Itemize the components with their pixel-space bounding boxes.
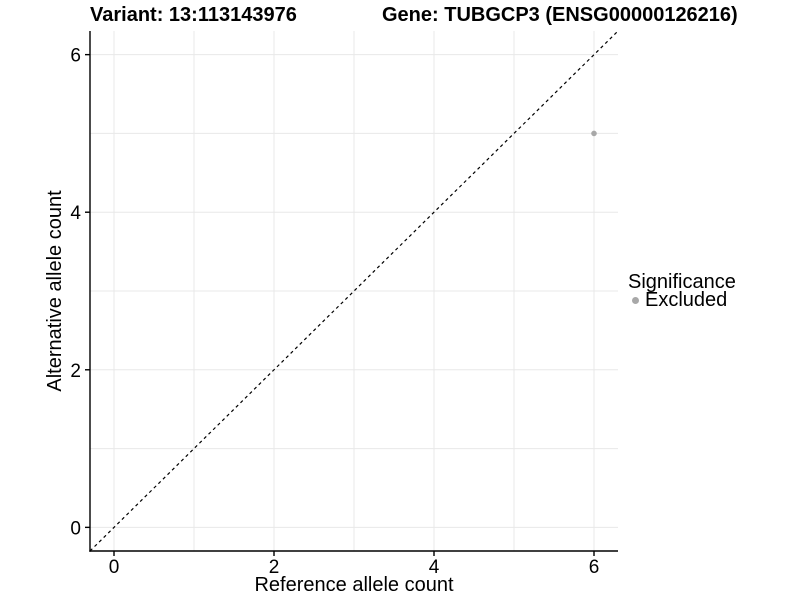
x-tick-label: 4 (429, 557, 440, 578)
legend-entry-label: Excluded (645, 289, 728, 311)
plot-title-gene: Gene: TUBGCP3 (ENSG00000126216) (382, 4, 738, 26)
legend-entry: Excluded (632, 290, 727, 310)
y-tick-label: 2 (70, 361, 81, 382)
x-tick-label: 2 (269, 557, 280, 578)
y-axis-title: Alternative allele count (44, 190, 66, 392)
plot-title-variant: Variant: 13:113143976 (90, 4, 297, 26)
y-tick-label: 6 (70, 46, 81, 67)
x-axis-title: Reference allele count (254, 574, 453, 596)
identity-line (89, 30, 619, 552)
y-tick-label: 4 (70, 203, 81, 224)
x-tick-label: 6 (589, 557, 600, 578)
data-point (591, 130, 597, 137)
y-tick-label: 0 (70, 518, 81, 539)
legend-title: Significance (628, 271, 736, 293)
legend-point-icon (632, 296, 639, 304)
x-tick-label: 0 (109, 557, 120, 578)
